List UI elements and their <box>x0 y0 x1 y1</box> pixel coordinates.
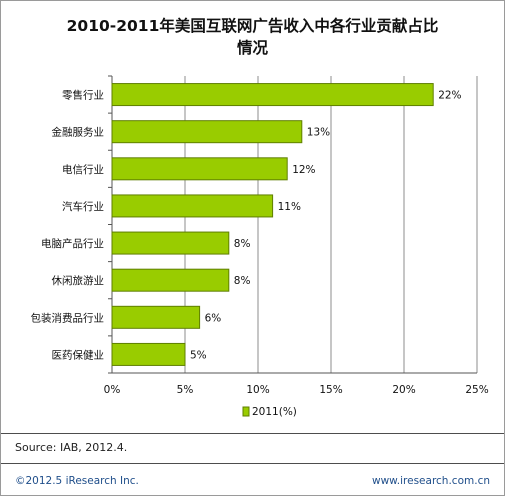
data-label: 8% <box>234 275 251 287</box>
category-label: 电脑产品行业 <box>41 237 104 250</box>
bar <box>111 231 230 255</box>
source-divider <box>1 433 504 434</box>
x-tick-label: 5% <box>177 384 194 396</box>
data-label: 8% <box>234 238 251 250</box>
data-label: 5% <box>190 349 207 361</box>
source-text: Source: IAB, 2012.4. <box>15 441 128 454</box>
bar <box>111 120 303 144</box>
category-label: 医药保健业 <box>52 348 105 361</box>
category-label: 汽车行业 <box>62 200 104 213</box>
bar <box>111 305 201 329</box>
category-label: 金融服务业 <box>52 126 105 139</box>
bar <box>111 342 186 366</box>
category-label: 休闲旅游业 <box>52 274 105 287</box>
data-label: 6% <box>205 312 222 324</box>
bar-chart: 22% 零售行业 13% 金融服务业 12% 电信行业 11% 汽车行业 8% 电脑产品行业 8% 休… <box>31 75 489 418</box>
data-label: 11% <box>278 201 301 213</box>
bar <box>111 157 288 181</box>
chart-title: 2010-2011年美国互联网广告收入中各行业贡献占比 情况 <box>1 15 504 59</box>
copyright-text: ©2012.5 iResearch Inc. <box>15 475 139 487</box>
bar <box>111 83 434 107</box>
bar <box>111 194 274 218</box>
category-label: 电信行业 <box>62 163 104 176</box>
data-label: 13% <box>307 127 330 139</box>
website-url: www.iresearch.com.cn <box>371 475 490 487</box>
x-tick-label: 10% <box>246 384 269 396</box>
chart-title-line-1: 2010-2011年美国互联网广告收入中各行业贡献占比 <box>66 17 439 35</box>
legend-swatch <box>242 406 250 417</box>
bar <box>111 268 230 292</box>
x-tick-label: 0% <box>104 384 121 396</box>
x-tick-label: 15% <box>319 384 342 396</box>
x-tick-label: 25% <box>465 384 488 396</box>
legend-label: 2011(%) <box>252 406 297 418</box>
category-label: 零售行业 <box>62 89 104 102</box>
category-label: 包装消费品行业 <box>31 311 105 324</box>
footer-divider <box>1 463 504 464</box>
chart-title-line-2: 情况 <box>236 39 268 57</box>
data-label: 12% <box>292 164 315 176</box>
data-label: 22% <box>438 90 461 102</box>
x-tick-label: 20% <box>392 384 415 396</box>
